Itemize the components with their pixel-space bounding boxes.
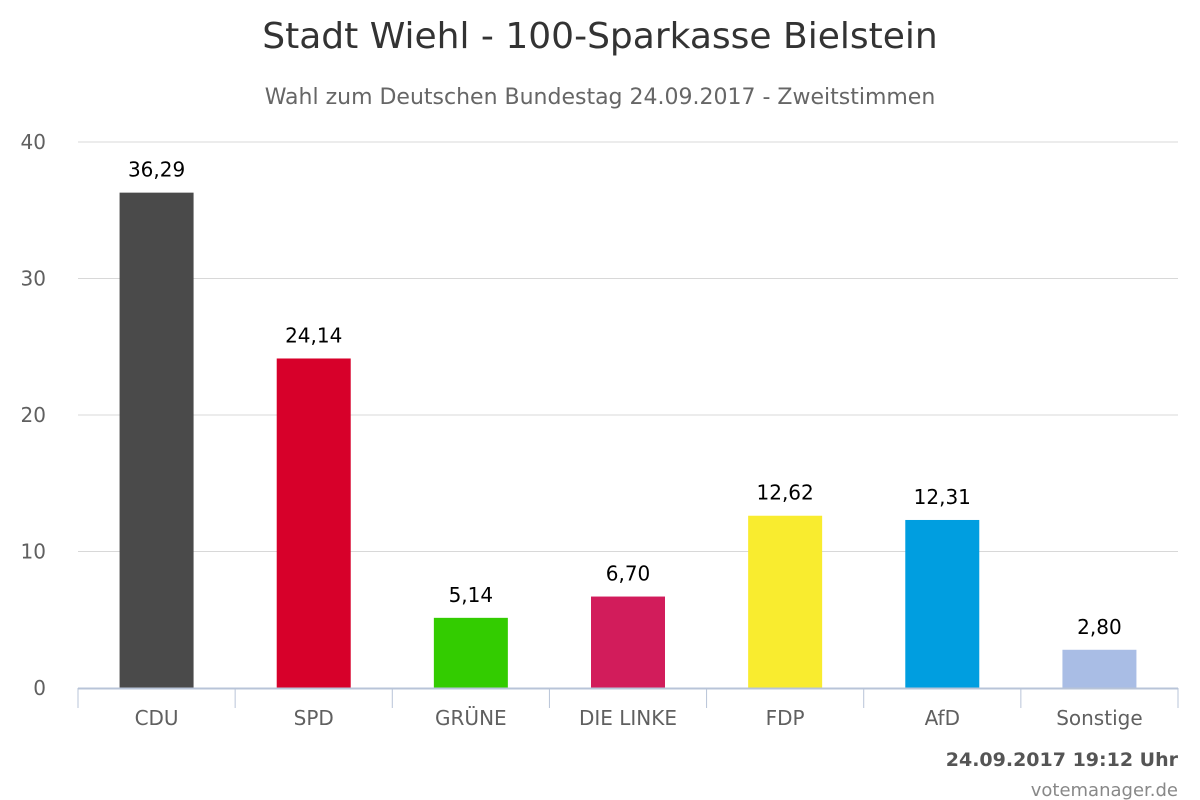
y-axis-ticks: 0 10 20 30 40 [21, 130, 46, 700]
x-tick-label: FDP [766, 706, 805, 730]
data-label: 36,29 [128, 158, 185, 182]
x-tick-label: GRÜNE [435, 706, 507, 730]
data-label: 12,31 [914, 485, 971, 509]
bar[interactable] [433, 617, 508, 688]
y-tick-label: 40 [21, 130, 46, 154]
y-tick-label: 20 [21, 403, 46, 427]
data-label: 2,80 [1077, 615, 1122, 639]
data-labels: 36,29 24,14 5,14 6,70 12,62 12,31 2,80 [128, 158, 1122, 639]
bar[interactable] [1062, 649, 1137, 688]
y-tick-label: 10 [21, 540, 46, 564]
x-tick-label: Sonstige [1056, 706, 1142, 730]
bar[interactable] [276, 358, 351, 688]
bars [119, 192, 1137, 689]
timestamp: 24.09.2017 19:12 Uhr [946, 749, 1179, 771]
x-axis: CDU SPD GRÜNE DIE LINKE FDP AfD Sonstige [77, 687, 1179, 730]
x-tick-label: SPD [294, 706, 334, 730]
chart-title: Stadt Wiehl - 100-Sparkasse Bielstein [262, 16, 937, 57]
credit-link[interactable]: votemanager.de [1031, 780, 1178, 800]
bar[interactable] [905, 519, 980, 688]
bar[interactable] [119, 192, 194, 689]
gridlines [78, 141, 1178, 552]
data-label: 6,70 [606, 562, 651, 586]
bar[interactable] [748, 515, 823, 688]
x-tick-label: DIE LINKE [579, 706, 677, 730]
x-tick-label: CDU [135, 706, 179, 730]
y-tick-label: 0 [33, 676, 46, 700]
bar[interactable] [591, 596, 665, 688]
data-label: 12,62 [757, 481, 814, 505]
data-label: 5,14 [449, 583, 494, 607]
y-tick-label: 30 [21, 267, 46, 291]
x-tick-label: AfD [925, 706, 960, 730]
chart-subtitle: Wahl zum Deutschen Bundestag 24.09.2017 … [265, 85, 936, 110]
data-label: 24,14 [285, 323, 342, 347]
